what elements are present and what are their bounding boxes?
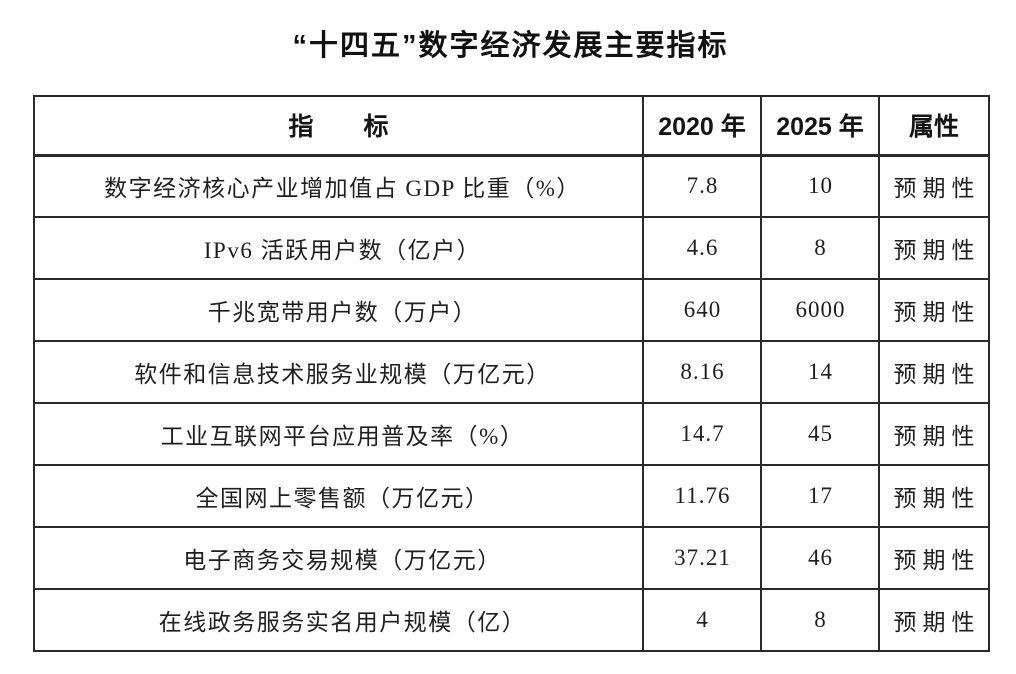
table-row: 软件和信息技术服务业规模（万亿元） 8.16 14 预期性 <box>33 340 990 404</box>
value-2020: 11.76 <box>642 464 762 528</box>
attribute-value: 预期性 <box>878 216 990 280</box>
value-2020: 14.7 <box>642 402 762 466</box>
attribute-value: 预期性 <box>878 278 990 342</box>
value-2020: 640 <box>642 278 762 342</box>
table-row: 工业互联网平台应用普及率（%） 14.7 45 预期性 <box>33 402 990 466</box>
value-2025: 8 <box>760 588 880 652</box>
value-2020: 8.16 <box>642 340 762 404</box>
value-2025: 14 <box>760 340 880 404</box>
attribute-value: 预期性 <box>878 588 990 652</box>
header-indicator: 指 标 <box>33 95 644 157</box>
attribute-value: 预期性 <box>878 402 990 466</box>
attribute-value: 预期性 <box>878 340 990 404</box>
table-row: IPv6 活跃用户数（亿户） 4.6 8 预期性 <box>33 216 990 280</box>
value-2025: 45 <box>760 402 880 466</box>
value-2025: 10 <box>760 154 880 218</box>
value-2025: 8 <box>760 216 880 280</box>
value-2020: 4 <box>642 588 762 652</box>
indicator-name: 全国网上零售额（万亿元） <box>33 464 644 528</box>
indicator-name: 在线政务服务实名用户规模（亿） <box>33 588 644 652</box>
table-body: 数字经济核心产业增加值占 GDP 比重（%） 7.8 10 预期性 IPv6 活… <box>33 154 990 652</box>
value-2025: 6000 <box>760 278 880 342</box>
header-row: 指 标 2020 年 2025 年 属性 <box>33 95 990 157</box>
indicator-name: IPv6 活跃用户数（亿户） <box>33 216 644 280</box>
indicator-name: 千兆宽带用户数（万户） <box>33 278 644 342</box>
table-row: 千兆宽带用户数（万户） 640 6000 预期性 <box>33 278 990 342</box>
page-title: “十四五”数字经济发展主要指标 <box>292 30 729 62</box>
indicator-name: 数字经济核心产业增加值占 GDP 比重（%） <box>33 154 644 218</box>
value-2025: 17 <box>760 464 880 528</box>
value-2020: 37.21 <box>642 526 762 590</box>
value-2020: 7.8 <box>642 154 762 218</box>
table-row: 全国网上零售额（万亿元） 11.76 17 预期性 <box>33 464 990 528</box>
table-row: 在线政务服务实名用户规模（亿） 4 8 预期性 <box>33 588 990 652</box>
table-row: 数字经济核心产业增加值占 GDP 比重（%） 7.8 10 预期性 <box>33 154 990 218</box>
attribute-value: 预期性 <box>878 464 990 528</box>
header-2020: 2020 年 <box>642 95 762 157</box>
attribute-value: 预期性 <box>878 526 990 590</box>
indicators-table: 指 标 2020 年 2025 年 属性 数字经济核心产业增加值占 GDP 比重… <box>33 95 990 652</box>
value-2020: 4.6 <box>642 216 762 280</box>
indicator-name: 工业互联网平台应用普及率（%） <box>33 402 644 466</box>
header-attribute: 属性 <box>878 95 990 157</box>
indicator-name: 软件和信息技术服务业规模（万亿元） <box>33 340 644 404</box>
header-2025: 2025 年 <box>760 95 880 157</box>
table-header: 指 标 2020 年 2025 年 属性 <box>33 95 990 157</box>
attribute-value: 预期性 <box>878 154 990 218</box>
value-2025: 46 <box>760 526 880 590</box>
indicator-name: 电子商务交易规模（万亿元） <box>33 526 644 590</box>
table-row: 电子商务交易规模（万亿元） 37.21 46 预期性 <box>33 526 990 590</box>
